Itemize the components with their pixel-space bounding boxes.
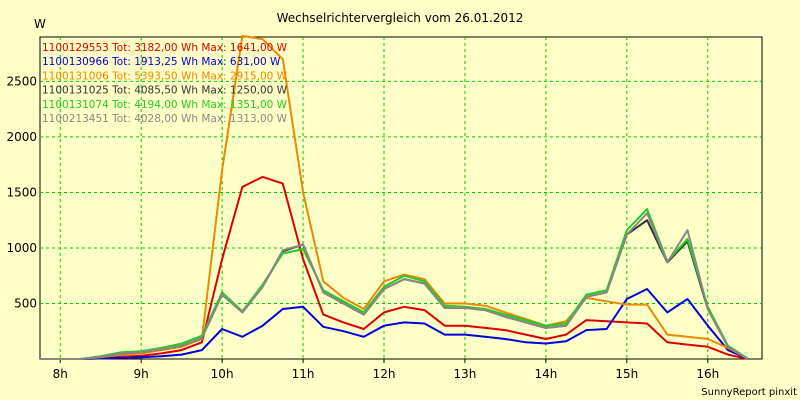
legend-entry-6: 1100213451 Tot: 4028,00 Wh Max: 1313,00 … [42,113,288,125]
x-tick-label: 9h [134,367,149,381]
series-line-1 [40,175,749,360]
credit-label: SunnyReport pinxit [701,387,797,398]
y-tick-label: 500 [14,296,37,310]
x-tick-label: 13h [454,367,477,381]
y-tick-label: 2500 [6,74,37,88]
x-tick-label: 16h [696,367,719,381]
legend: 1100129553 Tot: 3182,00 Wh Max: 1641,00 … [42,42,288,125]
legend-entry-2: 1100130966 Tot: 1913,25 Wh Max: 631,00 W [42,56,281,68]
chart-title: Wechselrichtervergleich vom 26.01.2012 [277,11,524,25]
x-tick-label: 8h [53,367,68,381]
legend-entry-3: 1100131006 Tot: 5393,50 Wh Max: 2915,00 … [42,70,288,82]
series-line-5 [40,208,749,360]
y-tick-label: 2000 [6,130,37,144]
legend-entry-5: 1100131074 Tot: 4194,00 Wh Max: 1351,00 … [42,99,288,111]
legend-entry-1: 1100129553 Tot: 3182,00 Wh Max: 1641,00 … [42,42,288,54]
y-axis-label: W [34,17,46,31]
series-line-2 [40,288,749,360]
series-lines [40,34,749,360]
y-tick-labels: 500 1000 1500 2000 2500 [6,74,37,310]
x-tick-labels: 8h 9h 10h 11h 12h 13h 14h 15h 16h [53,367,720,381]
x-tick-label: 15h [615,367,638,381]
series-line-6 [40,212,749,360]
y-tick-label: 1500 [6,185,37,199]
grid-lines [40,37,762,363]
series-line-3 [40,34,749,360]
x-tick-label: 11h [292,367,315,381]
x-tick-label: 10h [211,367,234,381]
x-tick-label: 12h [373,367,396,381]
y-tick-label: 1000 [6,241,37,255]
x-tick-label: 14h [534,367,557,381]
legend-entry-4: 1100131025 Tot: 4085,50 Wh Max: 1250,00 … [42,85,288,97]
